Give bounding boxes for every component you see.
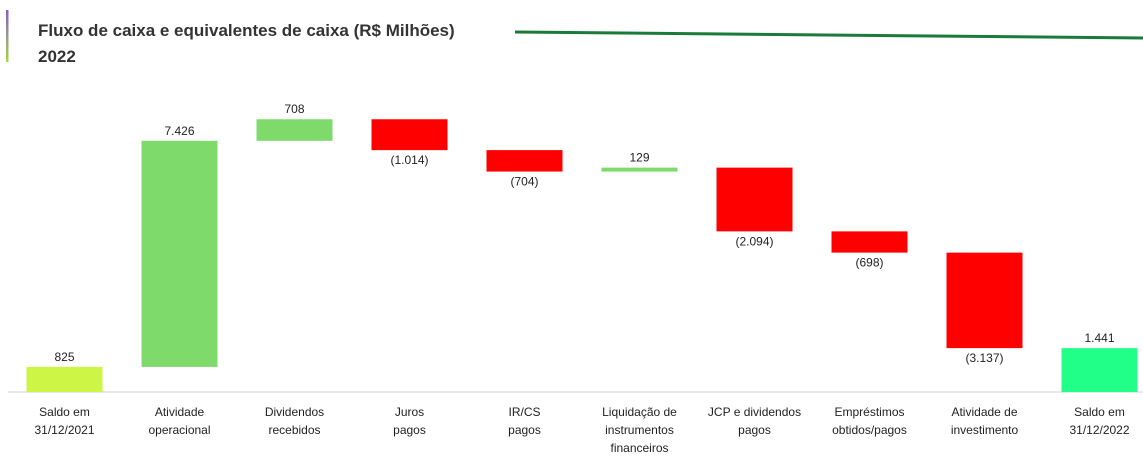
value-label: (698) <box>855 256 883 270</box>
x-tick-label: 31/12/2021 <box>34 423 94 437</box>
x-tick-label: Empréstimos <box>834 405 904 419</box>
x-tick-label: Juros <box>395 405 424 419</box>
bar <box>141 140 218 367</box>
bar <box>946 252 1023 349</box>
x-tick-label: Dividendos <box>265 405 324 419</box>
accent-bar <box>6 10 9 62</box>
x-tick-label: financeiros <box>610 441 668 455</box>
x-tick-label: 31/12/2022 <box>1069 423 1129 437</box>
bar <box>256 119 333 141</box>
x-tick-label: pagos <box>738 423 771 437</box>
x-tick-label: JCP e dividendos <box>708 405 801 419</box>
bar <box>371 119 448 151</box>
x-tick-label: operacional <box>148 423 210 437</box>
x-tick-label: pagos <box>508 423 541 437</box>
bar <box>1061 348 1138 392</box>
value-label: (3.137) <box>965 351 1003 365</box>
x-tick-label: pagos <box>393 423 426 437</box>
x-tick-label: instrumentos <box>605 423 674 437</box>
value-label: 1.441 <box>1084 331 1114 345</box>
x-tick-label: IR/CS <box>508 405 540 419</box>
x-tick-label: Atividade <box>155 405 205 419</box>
value-label: 708 <box>284 102 304 116</box>
value-label: 7.426 <box>164 124 194 138</box>
value-label: (704) <box>510 175 538 189</box>
value-label: 825 <box>54 350 74 364</box>
x-tick-label: investimento <box>951 423 1019 437</box>
chart-title: Fluxo de caixa e equivalentes de caixa (… <box>38 21 455 40</box>
x-tick-label: recebidos <box>268 423 320 437</box>
value-label: 129 <box>629 151 649 165</box>
x-tick-label: Liquidação de <box>602 405 677 419</box>
value-label: (2.094) <box>735 234 773 248</box>
value-label: (1.014) <box>390 153 428 167</box>
x-tick-label: Saldo em <box>39 405 90 419</box>
bar <box>601 167 678 172</box>
x-tick-label: obtidos/pagos <box>832 423 907 437</box>
bar <box>26 366 103 392</box>
x-tick-label: Atividade de <box>951 405 1017 419</box>
x-tick-label: Saldo em <box>1074 405 1125 419</box>
bar <box>716 167 793 232</box>
bar <box>486 150 563 172</box>
title-rule <box>514 30 1143 40</box>
bar <box>831 231 908 253</box>
chart-subtitle: 2022 <box>38 47 76 66</box>
